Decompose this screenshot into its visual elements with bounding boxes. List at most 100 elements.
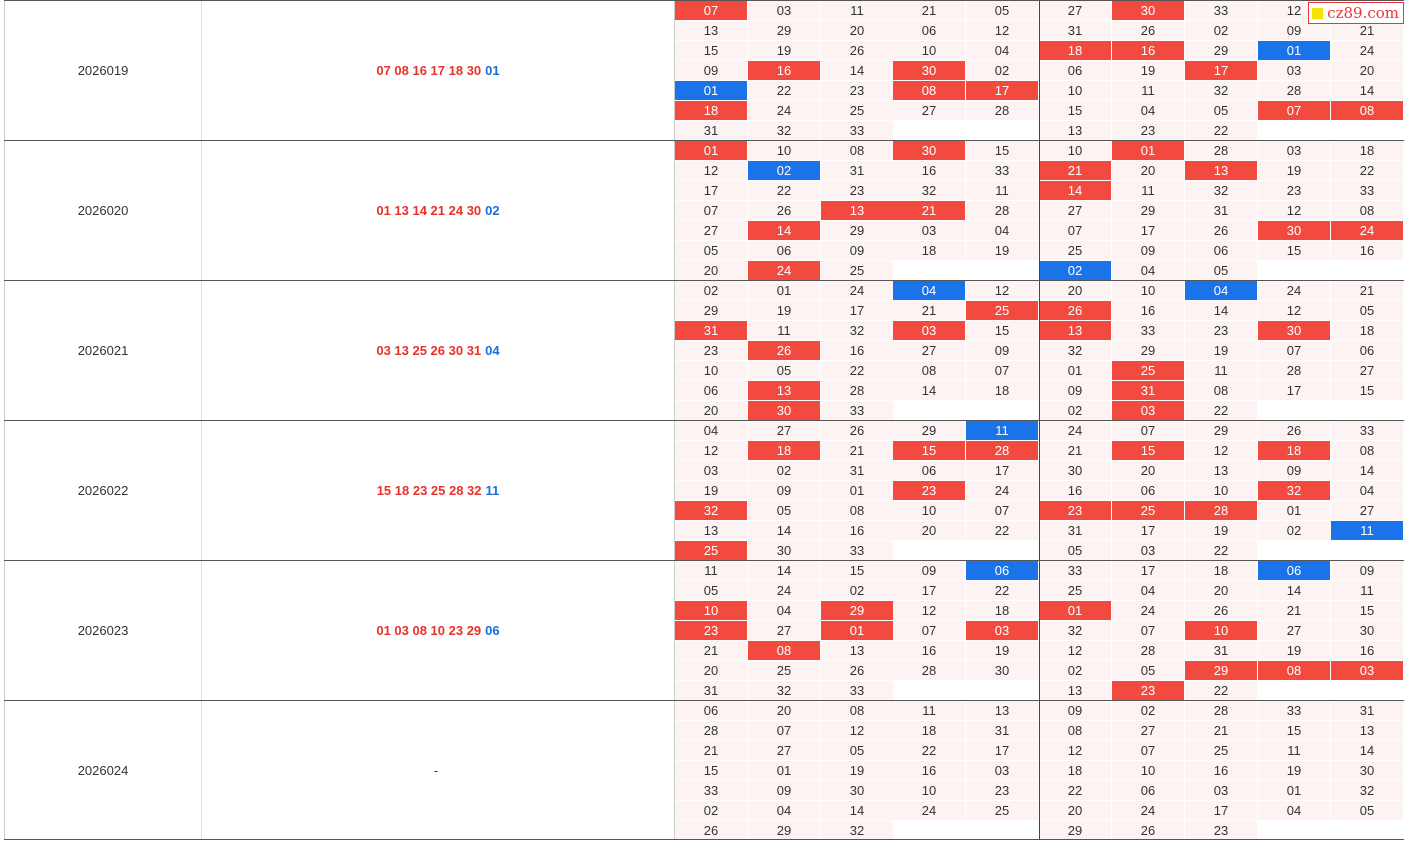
blue-ball: 02	[485, 203, 500, 218]
grid-number-cell: 20	[1112, 161, 1184, 180]
grid-number-cell: 16	[1331, 641, 1403, 660]
grid-number-cell: 14	[1185, 301, 1257, 320]
grid-number-cell: 21	[675, 741, 747, 760]
grid-number-cell: 19	[748, 41, 820, 60]
grid-number-cell: 05	[675, 581, 747, 600]
grid-number-cell: 10	[1039, 81, 1111, 100]
grid-number-cell: 02	[1112, 701, 1184, 720]
grid-number-cell: 10	[1112, 281, 1184, 300]
grid-number-cell: 20	[1039, 281, 1111, 300]
grid-number-cell: 06	[1258, 561, 1330, 580]
group-divider	[1039, 281, 1040, 420]
grid-number-cell: 11	[1185, 361, 1257, 380]
grid-number-cell: 11	[966, 421, 1038, 440]
grid-number-cell: 21	[1258, 601, 1330, 620]
grid-number-cell: 33	[821, 401, 893, 420]
grid-number-cell	[893, 541, 965, 560]
grid-number-cell: 21	[675, 641, 747, 660]
grid-number-cell: 27	[675, 221, 747, 240]
grid-number-cell: 17	[966, 461, 1038, 480]
grid-number-cell: 14	[748, 521, 820, 540]
grid-number-cell: 10	[893, 501, 965, 520]
grid-number-cell: 30	[748, 401, 820, 420]
grid-number-cell: 29	[1185, 421, 1257, 440]
blue-ball: 04	[485, 343, 500, 358]
grid-number-cell: 17	[1112, 561, 1184, 580]
grid-number-cell: 20	[675, 401, 747, 420]
grid-number-cell: 11	[1112, 81, 1184, 100]
grid-number-cell: 31	[1185, 201, 1257, 220]
grid-number-cell: 14	[1039, 181, 1111, 200]
grid-number-cell: 24	[748, 581, 820, 600]
grid-number-cell: 22	[1185, 681, 1257, 700]
grid-number-cell: 27	[1039, 201, 1111, 220]
grid-number-cell: 01	[1258, 781, 1330, 800]
grid-number-cell: 19	[966, 241, 1038, 260]
grid-number-cell: 09	[893, 561, 965, 580]
grid-number-cell: 28	[675, 721, 747, 740]
grid-number-cell: 01	[1039, 601, 1111, 620]
period-number: 2026022	[4, 421, 202, 560]
grid-number-cell: 33	[966, 161, 1038, 180]
grid-number-cell: 06	[1331, 341, 1403, 360]
grid-number-cell: 19	[966, 641, 1038, 660]
grid-number-cell: 18	[893, 241, 965, 260]
grid-number-cell: 32	[1331, 781, 1403, 800]
grid-number-cell: 11	[1331, 521, 1403, 540]
grid-number-cell: 07	[1112, 421, 1184, 440]
grid-number-cell: 17	[1112, 521, 1184, 540]
grid-number-cell: 08	[821, 141, 893, 160]
grid-number-cell: 08	[1331, 201, 1403, 220]
grid-number-cell: 16	[893, 761, 965, 780]
grid-number-cell	[966, 121, 1038, 140]
grid-number-cell: 33	[821, 121, 893, 140]
grid-number-cell: 06	[1112, 481, 1184, 500]
grid-number-cell: 10	[893, 41, 965, 60]
grid-number-cell: 02	[1185, 21, 1257, 40]
grid-number-cell: 13	[675, 21, 747, 40]
grid-number-cell: 13	[748, 381, 820, 400]
grid-number-cell: 09	[821, 241, 893, 260]
grid-number-cell: 30	[1258, 221, 1330, 240]
grid-number-cell: 29	[675, 301, 747, 320]
grid-number-cell: 30	[821, 781, 893, 800]
grid-number-cell: 15	[675, 761, 747, 780]
grid-number-cell: 23	[1185, 321, 1257, 340]
grid-number-cell	[966, 821, 1038, 840]
grid-number-cell: 28	[1258, 81, 1330, 100]
grid-number-cell: 31	[675, 681, 747, 700]
grid-number-cell: 05	[821, 741, 893, 760]
grid-number-cell: 19	[748, 301, 820, 320]
grid-number-cell: 20	[893, 521, 965, 540]
grid-number-cell: 24	[748, 261, 820, 280]
grid-number-cell: 01	[1258, 41, 1330, 60]
winning-numbers: -	[202, 701, 675, 840]
blue-ball: 01	[485, 63, 500, 78]
grid-number-cell: 10	[748, 141, 820, 160]
winning-numbers: 03 13 25 26 30 31 04	[202, 281, 675, 420]
grid-number-cell: 09	[1112, 241, 1184, 260]
grid-number-cell: 04	[748, 801, 820, 820]
grid-number-cell: 27	[1112, 721, 1184, 740]
grid-number-cell: 30	[893, 141, 965, 160]
grid-number-cell: 10	[1112, 761, 1184, 780]
grid-number-cell: 26	[748, 201, 820, 220]
grid-number-cell: 19	[1112, 61, 1184, 80]
grid-number-cell: 30	[1112, 1, 1184, 20]
grid-number-cell: 15	[1331, 601, 1403, 620]
grid-number-cell: 31	[966, 721, 1038, 740]
grid-number-cell: 21	[1331, 281, 1403, 300]
grid-number-cell: 21	[1185, 721, 1257, 740]
grid-number-cell: 31	[1112, 381, 1184, 400]
grid-number-cell: 07	[966, 501, 1038, 520]
grid-number-cell: 02	[1039, 261, 1111, 280]
grid-number-cell: 26	[675, 821, 747, 840]
grid-number-cell: 31	[821, 461, 893, 480]
grid-number-cell: 01	[1112, 141, 1184, 160]
grid-number-cell: 28	[893, 661, 965, 680]
grid-number-cell: 05	[675, 241, 747, 260]
grid-number-cell: 16	[1112, 301, 1184, 320]
grid-number-cell: 19	[1185, 521, 1257, 540]
grid-number-cell: 27	[748, 621, 820, 640]
grid-number-cell: 05	[1331, 801, 1403, 820]
